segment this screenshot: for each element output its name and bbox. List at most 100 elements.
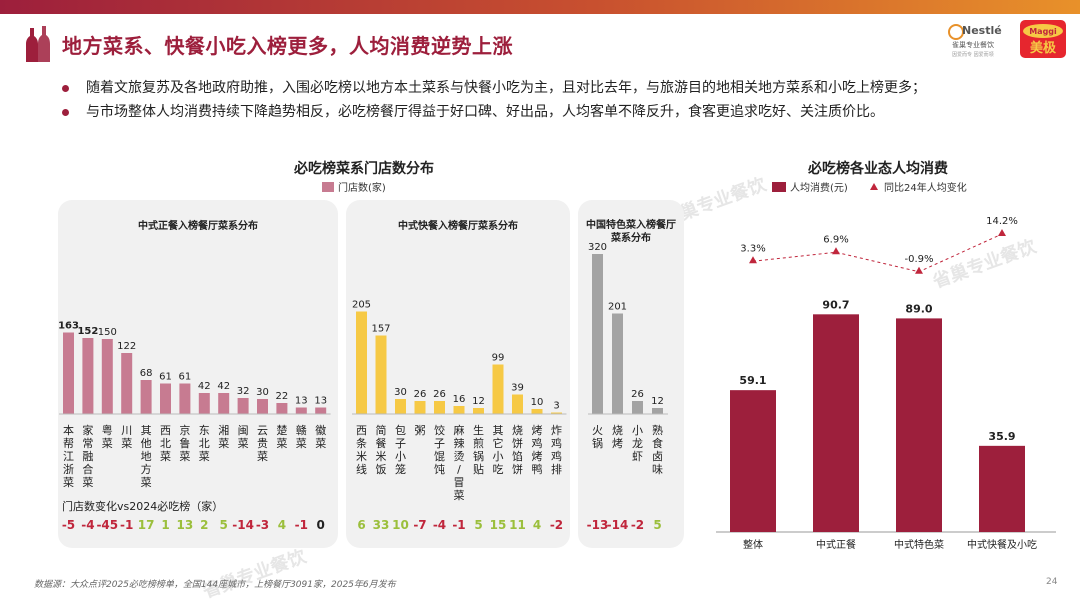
category-label-char: 子 (434, 437, 445, 450)
page-number: 24 (1046, 577, 1058, 587)
category-label-char: 楚 (276, 423, 287, 437)
category-label-char: 食 (652, 436, 663, 450)
bar (492, 364, 504, 414)
group-title-tese-line1: 中国特色菜入榜餐厅 (586, 218, 676, 231)
category-label-char: 菜 (238, 437, 249, 450)
category-label-char: 小 (632, 424, 643, 437)
change-value-label: -3 (256, 518, 269, 532)
category-label-char: 菜 (63, 476, 74, 489)
category-label-char: 赣 (296, 423, 307, 437)
change-value-label: 13 (177, 518, 194, 532)
category-label-char: 菜 (276, 437, 287, 450)
bar-value-label: 13 (314, 396, 327, 407)
bar-value-label: 3 (553, 401, 559, 412)
category-label-char: 鸡 (532, 436, 543, 450)
category-label-char: 吃 (493, 463, 504, 476)
bar (612, 313, 623, 414)
category-label-char: 烤 (532, 449, 543, 463)
category-label-char: 小 (493, 450, 504, 463)
category-label-char: 麻 (454, 423, 465, 437)
bar-value-label: 26 (631, 389, 644, 400)
yoy-marker (832, 247, 840, 255)
category-label-char: 北 (160, 437, 171, 450)
bar-value-label: 26 (433, 389, 446, 400)
change-value-label: 11 (509, 518, 526, 532)
bar-value-label: 10 (531, 397, 544, 408)
bar-value-label: 16 (453, 394, 466, 405)
bar-value-label: 13 (295, 396, 308, 407)
category-label-char: 饨 (434, 463, 445, 476)
category-label-char: 菜 (257, 450, 268, 463)
left-legend-swatch (322, 182, 334, 192)
bar (276, 403, 288, 414)
bar (592, 254, 603, 414)
category-label-char: 地 (141, 450, 152, 463)
bullet-text: 与市场整体人均消费持续下降趋势相反，必吃榜餐厅得益于好口碑、好出品，人均客单不降… (86, 104, 884, 120)
logo-slogan: 因爱而专 因爱而领 (952, 51, 994, 58)
logo-maggi: Maggi (1029, 27, 1057, 36)
yoy-marker (749, 256, 757, 264)
bar (160, 383, 171, 414)
bar (101, 339, 113, 414)
bullet-dot (62, 85, 69, 92)
category-label-char: 京 (179, 423, 190, 437)
category-label-char: 龙 (632, 437, 643, 450)
spend-bar (730, 390, 776, 532)
right-legend-label-bar: 人均消费(元) (790, 181, 848, 194)
change-value-label: 2 (200, 518, 208, 532)
bar-value-label: 122 (117, 341, 136, 352)
spend-bar (813, 314, 859, 532)
category-label-char: 其 (141, 424, 152, 437)
category-label-char: 虾 (632, 450, 643, 463)
spend-value-label: 59.1 (739, 374, 766, 387)
change-value-label: -4 (433, 518, 446, 532)
category-label-char: 家 (82, 423, 93, 437)
bar-value-label: 30 (394, 387, 407, 398)
change-value-label: 1 (161, 518, 169, 532)
change-value-label: 6 (357, 518, 365, 532)
bar-value-label: 42 (217, 381, 230, 392)
change-value-label: 33 (373, 518, 390, 532)
category-label-char: 他 (141, 437, 152, 450)
bar (315, 407, 327, 414)
yoy-marker (915, 266, 923, 274)
category-label-char: 煎 (473, 436, 484, 450)
category-label-char: 湘 (218, 423, 229, 437)
bottles-icon (26, 26, 50, 62)
category-label-char: 菜 (121, 437, 132, 450)
bar (179, 383, 191, 414)
change-value-label: 15 (490, 518, 507, 532)
bullet-item: 与市场整体人均消费持续下降趋势相反，必吃榜餐厅得益于好口碑、好出品，人均客单不降… (62, 100, 926, 124)
spend-bar (979, 445, 1025, 532)
change-value-label: -5 (62, 518, 75, 532)
left-chart-title: 必吃榜菜系门店数分布 (293, 160, 434, 177)
category-label-char: 饼 (512, 462, 523, 476)
footer-source: 数据源：大众点评2025必吃榜榜单，全国144座城市，上榜餐厅3091家，202… (34, 580, 396, 590)
category-label-char: 粥 (415, 424, 426, 437)
category-label-char: 菜 (179, 450, 190, 463)
spend-value-label: 90.7 (822, 298, 849, 311)
category-label-char: 排 (551, 462, 562, 476)
category-label-char: 江 (63, 450, 74, 463)
bar-value-label: 32 (237, 386, 250, 397)
category-label-char: 闽 (238, 424, 249, 437)
category-label-char: 徽 (315, 423, 326, 437)
change-value-label: -2 (550, 518, 563, 532)
change-value-label: -2 (631, 518, 644, 532)
change-value-label: -14 (607, 518, 629, 532)
bar (237, 398, 249, 414)
yoy-value-label: -0.9% (904, 254, 933, 265)
category-label-char: 味 (652, 463, 663, 476)
bar-value-label: 61 (159, 372, 172, 383)
category-label-char: 米 (376, 450, 387, 463)
category-label-char: 小 (395, 450, 406, 463)
spend-category-label: 中式快餐及小吃 (967, 538, 1037, 551)
change-value-label: 10 (392, 518, 409, 532)
bar-value-label: 205 (352, 300, 371, 311)
spend-bar (896, 318, 942, 532)
change-value-label: 4 (533, 518, 541, 532)
yoy-value-label: 6.9% (823, 234, 848, 245)
category-label-char: 烤 (612, 436, 623, 450)
category-label-char: 冒 (454, 476, 465, 489)
bullet-dot (62, 109, 69, 116)
